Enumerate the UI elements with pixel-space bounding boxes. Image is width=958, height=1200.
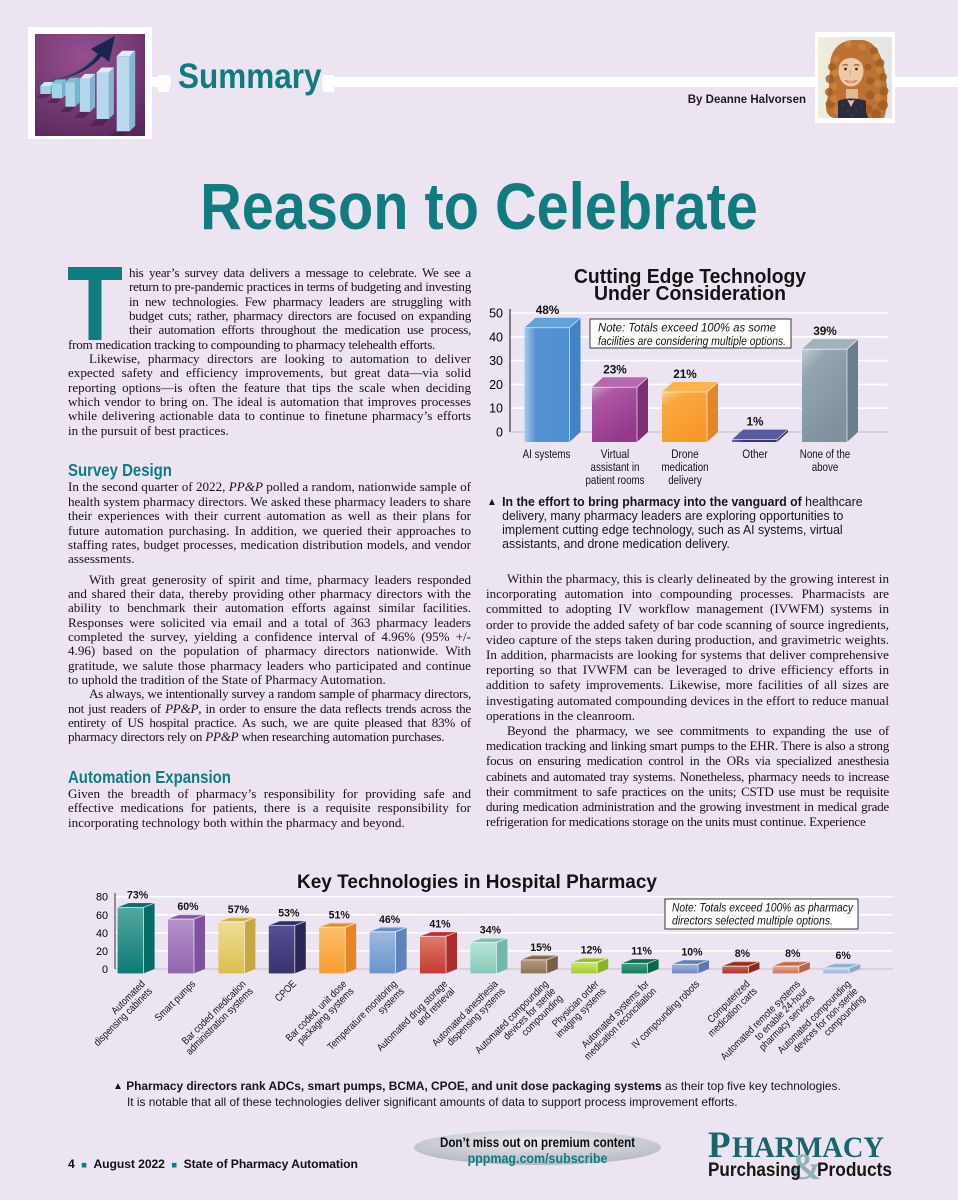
svg-text:Under Consideration: Under Consideration [594,282,786,305]
svg-text:facilities are considering mul: facilities are considering multiple opti… [598,334,786,348]
svg-text:administration systems: administration systems [184,986,256,1058]
svg-text:8%: 8% [735,948,751,960]
svg-text:Drone: Drone [671,447,699,461]
svg-text:21%: 21% [673,367,697,381]
svg-text:above: above [812,460,839,474]
svg-text:Virtual: Virtual [601,447,630,461]
svg-text:20: 20 [96,946,108,958]
svg-text:delivery: delivery [668,473,702,487]
svg-text:60: 60 [96,910,108,922]
svg-text:10%: 10% [681,946,703,958]
svg-text:medication: medication [661,460,708,474]
svg-text:Cutting Edge Technology: Cutting Edge Technology [574,265,807,288]
svg-text:0: 0 [496,426,503,440]
svg-text:60%: 60% [177,901,199,913]
svg-text:73%: 73% [127,889,149,901]
svg-text:40: 40 [96,928,108,940]
svg-text:6%: 6% [836,950,852,962]
svg-text:Purchasing: Purchasing [708,1159,801,1181]
svg-text:46%: 46% [379,914,401,926]
svg-text:39%: 39% [813,324,837,338]
svg-text:HARMACY: HARMACY [732,1132,884,1164]
svg-text:Smart pumps: Smart pumps [153,978,199,1024]
svg-text:directors selected multiple op: directors selected multiple options. [672,915,833,928]
svg-text:8%: 8% [785,948,801,960]
svg-text:Note: Totals exceed 100% as so: Note: Totals exceed 100% as some [598,321,776,335]
svg-text:51%: 51% [329,909,351,921]
svg-text:10: 10 [489,402,503,416]
svg-text:30: 30 [489,354,503,368]
svg-text:patient rooms: patient rooms [586,473,645,487]
svg-text:53%: 53% [278,908,300,920]
svg-text:34%: 34% [480,925,502,937]
svg-text:48%: 48% [536,303,560,317]
svg-text:CPOE: CPOE [273,978,299,1004]
svg-text:20: 20 [489,378,503,392]
svg-text:40: 40 [489,330,503,344]
svg-text:Note: Totals exceed 100% as ph: Note: Totals exceed 100% as pharmacy [672,902,854,915]
svg-text:assistant in: assistant in [591,460,640,474]
svg-text:80: 80 [96,892,108,904]
svg-text:23%: 23% [603,362,627,376]
svg-text:AI systems: AI systems [523,447,571,461]
svg-text:50: 50 [489,307,503,321]
svg-text:Products: Products [817,1159,892,1181]
svg-text:15%: 15% [530,942,552,954]
svg-text:1%: 1% [746,415,764,429]
svg-text:Key Technologies in Hospital P: Key Technologies in Hospital Pharmacy [297,871,657,893]
svg-text:57%: 57% [228,904,250,916]
svg-text:Other: Other [742,447,767,461]
svg-text:12%: 12% [581,945,603,957]
svg-text:11%: 11% [631,946,652,958]
svg-text:None of the: None of the [800,447,851,461]
svg-text:41%: 41% [429,918,451,930]
svg-text:&: & [791,1147,822,1184]
svg-text:0: 0 [102,964,108,976]
svg-text:P: P [708,1126,731,1166]
